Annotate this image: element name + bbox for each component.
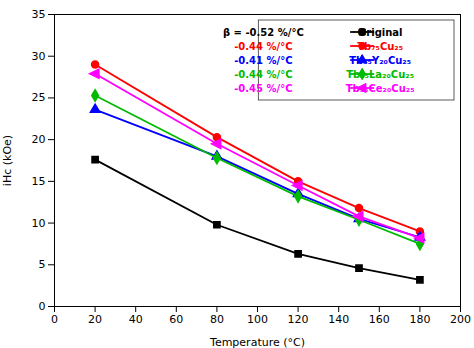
svg-text:0: 0 [39, 300, 46, 313]
svg-text:-0.44 %/°C: -0.44 %/°C [234, 69, 292, 80]
svg-text:120: 120 [288, 313, 309, 326]
svg-text:30: 30 [32, 50, 46, 63]
svg-text:-0.45 %/°C: -0.45 %/°C [234, 83, 292, 94]
svg-text:35: 35 [32, 8, 46, 21]
svg-text:20: 20 [32, 133, 46, 146]
svg-text:200: 200 [450, 313, 471, 326]
svg-text:-0.41 %/°C: -0.41 %/°C [234, 55, 292, 66]
svg-text:15: 15 [32, 175, 46, 188]
svg-text:Tb₅₅Y₂₀Cu₂₅: Tb₅₅Y₂₀Cu₂₅ [349, 55, 411, 66]
svg-text:Original: Original [358, 27, 403, 38]
svg-text:0: 0 [51, 313, 58, 326]
svg-text:Tb₇₅Cu₂₅: Tb₇₅Cu₂₅ [357, 41, 403, 52]
svg-text:Tb₅₅La₂₀Cu₂₅: Tb₅₅La₂₀Cu₂₅ [346, 69, 414, 80]
svg-text:20: 20 [88, 313, 102, 326]
svg-text:Temperature (°C): Temperature (°C) [209, 336, 305, 348]
svg-text:160: 160 [369, 313, 390, 326]
svg-text:-0.44 %/°C: -0.44 %/°C [234, 41, 292, 52]
svg-text:40: 40 [129, 313, 143, 326]
svg-text:Tb₅₅Ce₂₀Cu₂₅: Tb₅₅Ce₂₀Cu₂₅ [346, 83, 415, 94]
svg-text:10: 10 [32, 217, 46, 230]
svg-text:140: 140 [328, 313, 349, 326]
svg-text:180: 180 [409, 313, 430, 326]
svg-text:80: 80 [210, 313, 224, 326]
svg-text:100: 100 [247, 313, 268, 326]
svg-text:β = -0.52 %/°C: β = -0.52 %/°C [223, 27, 304, 38]
svg-text:25: 25 [32, 91, 46, 104]
svg-text:iHc (kOe): iHc (kOe) [1, 135, 14, 186]
svg-text:60: 60 [169, 313, 183, 326]
svg-text:5: 5 [39, 258, 46, 271]
